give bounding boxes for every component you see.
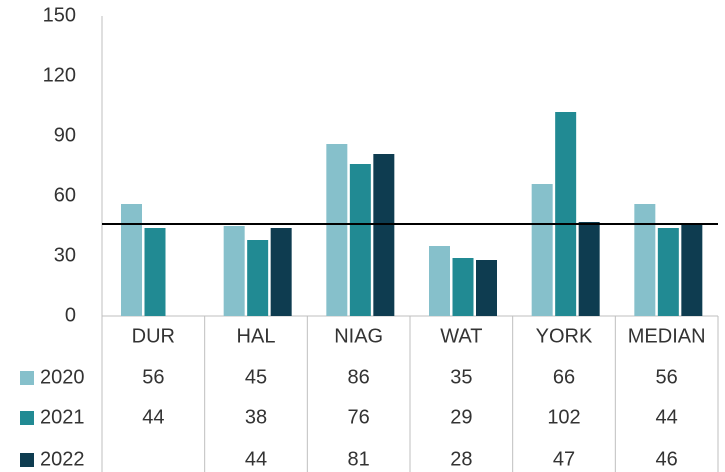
bar [349,164,371,316]
table-value: 44 [656,406,678,428]
y-tick-label: 0 [65,304,76,326]
table-value: 46 [656,448,678,470]
x-tick-label: NIAG [334,325,383,347]
table-value: 35 [450,366,472,388]
legend-label: 2020 [40,366,85,388]
table-value: 44 [245,448,267,470]
y-tick-label: 120 [43,64,76,86]
table-value: 56 [656,366,678,388]
table-value: 28 [450,448,472,470]
x-tick-label: WAT [440,325,482,347]
bar [555,112,577,316]
x-tick-label: HAL [237,325,276,347]
bar [657,228,679,316]
bar [429,246,450,316]
bar [326,144,348,316]
x-tick-label: MEDIAN [628,325,706,347]
table-value: 38 [245,406,267,428]
table-value: 81 [348,448,370,470]
bar [144,228,166,316]
table-value: 102 [547,406,580,428]
legend-swatch [20,371,34,385]
bar [681,224,703,316]
y-tick-label: 90 [54,124,76,146]
bar [121,204,142,316]
x-tick-label: DUR [132,325,175,347]
table-value: 86 [348,366,370,388]
legend-swatch [20,411,34,425]
legend-label: 2022 [40,448,85,470]
bar [531,184,553,316]
y-tick-label: 30 [54,244,76,266]
legend-swatch [20,453,34,467]
table-value: 66 [553,366,575,388]
table-value: 45 [245,366,267,388]
bar [476,260,497,316]
table-value: 44 [142,406,164,428]
bar [270,228,292,316]
bar [452,258,474,316]
table-value: 29 [450,406,472,428]
bar [247,240,269,316]
bar [578,222,600,316]
y-tick-label: 60 [54,184,76,206]
x-tick-label: YORK [536,325,593,347]
table-value: 76 [348,406,370,428]
bar [373,154,395,316]
table-value: 47 [553,448,575,470]
bar [223,226,245,316]
table-value: 56 [142,366,164,388]
legend-label: 2021 [40,406,85,428]
y-tick-label: 150 [43,4,76,26]
bar [634,204,656,316]
